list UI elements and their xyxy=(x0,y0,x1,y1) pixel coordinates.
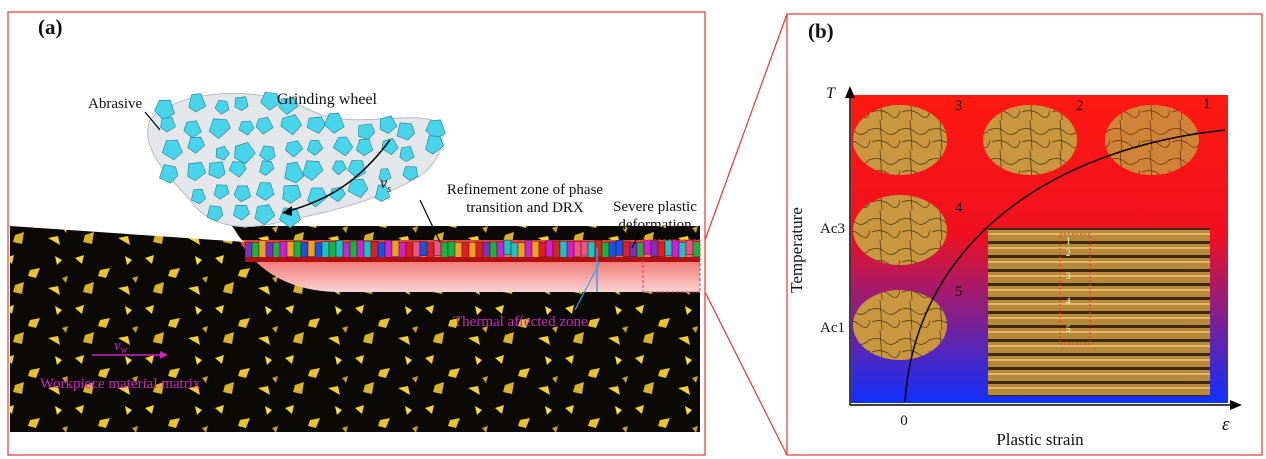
grain xyxy=(679,242,686,257)
inset-label: 4 xyxy=(1066,296,1071,306)
label: Severe plastic xyxy=(613,199,697,215)
grain xyxy=(308,241,315,257)
grain xyxy=(448,242,455,257)
grain xyxy=(413,242,420,257)
grain xyxy=(469,242,476,258)
grain xyxy=(329,242,336,259)
connector xyxy=(705,14,787,240)
grain xyxy=(322,242,329,258)
grain xyxy=(343,243,350,258)
microstructure xyxy=(853,290,947,360)
grain xyxy=(658,242,665,257)
panel-label: (a) xyxy=(38,15,63,39)
grain xyxy=(686,240,693,254)
grain xyxy=(420,242,427,256)
hatched-layer xyxy=(245,257,700,262)
grain xyxy=(336,240,343,257)
grain xyxy=(287,242,294,257)
grain xyxy=(371,241,378,257)
grain xyxy=(259,241,266,259)
grain xyxy=(595,240,602,257)
stage-label: 1 xyxy=(1203,96,1211,112)
microstructure xyxy=(1105,105,1199,175)
grain xyxy=(567,242,574,258)
grain xyxy=(266,242,273,257)
label: Refinement zone of phase xyxy=(447,182,604,198)
label: Thermal affected zone xyxy=(453,314,588,330)
grain-strip xyxy=(245,240,700,262)
inset-micrograph xyxy=(988,228,1210,396)
grain xyxy=(616,240,623,255)
grain xyxy=(490,242,497,258)
stage-label: 5 xyxy=(955,284,963,300)
grain xyxy=(434,241,441,256)
inset-label: 5 xyxy=(1066,324,1071,334)
grain xyxy=(539,242,546,257)
grain xyxy=(364,241,371,259)
inset-label: 3 xyxy=(1066,271,1071,281)
axis-symbol: ε xyxy=(1222,414,1230,435)
grain xyxy=(315,243,322,259)
label: Grinding wheel xyxy=(277,91,378,108)
label: Abrasive xyxy=(88,96,142,112)
label: deformation xyxy=(618,217,692,233)
panel-label: (b) xyxy=(808,19,834,43)
stage-label: 2 xyxy=(1076,98,1084,114)
grain xyxy=(693,242,700,257)
microstructure xyxy=(853,105,947,175)
grain xyxy=(497,242,504,258)
grain xyxy=(518,243,525,259)
stage-label: 4 xyxy=(955,200,963,216)
grain xyxy=(525,241,532,258)
subscript: s xyxy=(387,183,391,195)
grain xyxy=(455,242,462,257)
grain xyxy=(588,242,595,258)
microstructure xyxy=(853,195,947,265)
grain xyxy=(399,242,406,257)
label: transition and DRX xyxy=(466,200,584,216)
grain xyxy=(273,243,280,258)
grain xyxy=(644,240,651,254)
subscript: w xyxy=(121,345,128,356)
grain xyxy=(301,242,308,257)
figure: (a) Abrasive Grinding wheel Refinement z… xyxy=(0,0,1266,459)
grain xyxy=(406,243,413,258)
grain xyxy=(532,241,539,259)
grain xyxy=(392,241,399,257)
grain xyxy=(546,241,553,257)
axis-label: Ac3 xyxy=(820,221,845,237)
grain xyxy=(294,241,301,257)
axis-symbol: T xyxy=(826,85,836,102)
inset-label: 1 xyxy=(1066,236,1071,246)
microstructure xyxy=(983,105,1077,175)
axis-label: Ac1 xyxy=(820,320,845,336)
grain xyxy=(581,241,588,256)
grain xyxy=(357,240,364,258)
grain xyxy=(350,241,357,257)
grain xyxy=(553,241,560,258)
grain xyxy=(504,240,511,255)
grain xyxy=(651,241,658,257)
grain xyxy=(280,242,287,258)
grain xyxy=(672,240,679,257)
axis-label: 0 xyxy=(900,413,908,429)
connector xyxy=(705,292,787,455)
grain xyxy=(441,242,448,258)
grain xyxy=(476,242,483,257)
grain xyxy=(245,242,252,258)
axis-title: Plastic strain xyxy=(996,430,1084,449)
grain xyxy=(560,241,567,257)
grain xyxy=(378,243,385,260)
axis-title: Temperature xyxy=(787,207,806,293)
label: Workpiece material matrix xyxy=(40,376,201,392)
grain xyxy=(483,242,490,256)
grain xyxy=(609,242,616,259)
grain xyxy=(574,242,581,256)
stage-label: 3 xyxy=(955,98,963,114)
grain xyxy=(385,240,392,257)
grain xyxy=(665,240,672,256)
grain xyxy=(623,242,630,257)
inset-label: 2 xyxy=(1066,248,1071,258)
